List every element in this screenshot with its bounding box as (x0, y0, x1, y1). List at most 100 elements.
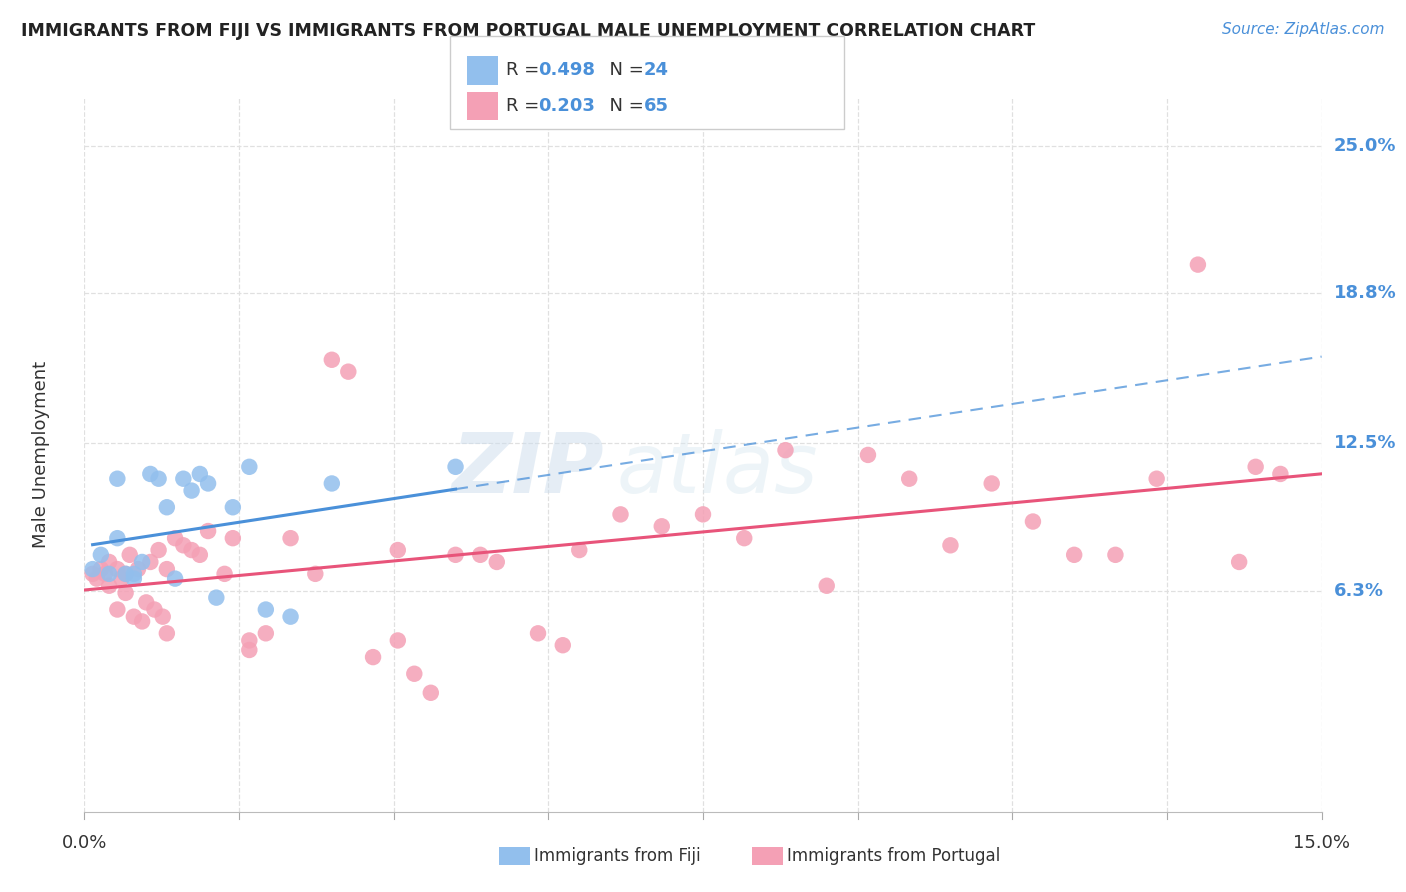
Point (980, 476, 1002, 491)
Point (197, 524, 219, 538)
Point (110, 572, 132, 586)
Point (551, 638, 574, 652)
Point (114, 566, 136, 581)
Point (180, 483, 202, 498)
Text: IMMIGRANTS FROM FIJI VS IMMIGRANTS FROM PORTUGAL MALE UNEMPLOYMENT CORRELATION C: IMMIGRANTS FROM FIJI VS IMMIGRANTS FROM … (21, 22, 1035, 40)
Point (485, 555, 508, 569)
Point (321, 476, 343, 491)
Point (139, 555, 162, 569)
Text: N =: N = (598, 61, 650, 78)
Point (127, 562, 149, 576)
Point (148, 472, 170, 486)
Point (775, 443, 797, 458)
Text: 12.5%: 12.5% (1334, 434, 1396, 452)
Point (165, 531, 187, 545)
Point (387, 543, 409, 558)
Point (1022, 515, 1045, 529)
Point (122, 566, 145, 581)
Point (118, 548, 141, 562)
Point (114, 566, 136, 581)
Point (609, 508, 631, 522)
Point (143, 602, 166, 616)
Point (156, 562, 179, 576)
Text: Source: ZipAtlas.com: Source: ZipAtlas.com (1222, 22, 1385, 37)
Point (692, 508, 714, 522)
Text: R =: R = (506, 61, 546, 78)
Point (98, 555, 121, 569)
Point (304, 566, 326, 581)
Point (98, 579, 121, 593)
Point (1146, 472, 1168, 486)
Point (131, 615, 153, 629)
Point (122, 609, 145, 624)
Text: ZIP: ZIP (451, 429, 605, 509)
Point (856, 448, 879, 462)
Point (105, 531, 128, 545)
Point (214, 566, 236, 581)
Point (90, 562, 112, 576)
Point (1187, 258, 1209, 272)
Point (90, 548, 112, 562)
Point (156, 500, 179, 515)
Text: N =: N = (598, 97, 650, 115)
Text: 6.3%: 6.3% (1334, 582, 1384, 599)
Point (180, 543, 202, 558)
Point (470, 548, 492, 562)
Point (172, 472, 194, 486)
Point (205, 591, 228, 605)
Point (238, 643, 260, 657)
Text: atlas: atlas (616, 429, 818, 509)
Point (94, 566, 117, 581)
Point (444, 459, 467, 474)
Text: 18.8%: 18.8% (1334, 285, 1396, 302)
Point (568, 543, 591, 558)
Point (444, 548, 467, 562)
Point (148, 543, 170, 558)
Text: 15.0%: 15.0% (1294, 834, 1350, 852)
Point (404, 666, 426, 681)
Text: R =: R = (506, 97, 546, 115)
Point (361, 650, 384, 665)
Point (114, 586, 136, 600)
Text: 24: 24 (644, 61, 669, 78)
Text: Immigrants from Fiji: Immigrants from Fiji (534, 847, 702, 865)
Point (222, 500, 245, 515)
Point (135, 595, 157, 609)
Point (733, 531, 755, 545)
Text: Immigrants from Portugal: Immigrants from Portugal (787, 847, 1001, 865)
Point (254, 626, 277, 640)
Point (131, 555, 153, 569)
Text: 25.0%: 25.0% (1334, 136, 1396, 154)
Point (82, 566, 104, 581)
Point (165, 572, 187, 586)
Text: 0.0%: 0.0% (62, 834, 107, 852)
Point (86, 572, 108, 586)
Point (419, 686, 441, 700)
Point (651, 519, 673, 533)
Point (222, 531, 245, 545)
Point (898, 472, 921, 486)
Point (1270, 467, 1292, 481)
Point (238, 459, 260, 474)
Point (105, 602, 128, 616)
Point (387, 633, 409, 648)
Point (280, 531, 302, 545)
Point (321, 352, 343, 367)
Point (254, 602, 277, 616)
Point (197, 476, 219, 491)
Point (122, 572, 145, 586)
Point (188, 467, 211, 481)
Point (337, 365, 360, 379)
Point (156, 626, 179, 640)
Point (105, 472, 128, 486)
Point (188, 548, 211, 562)
Text: 0.498: 0.498 (538, 61, 596, 78)
Point (527, 626, 550, 640)
Point (139, 467, 162, 481)
Point (1244, 459, 1267, 474)
Point (1104, 548, 1126, 562)
Point (815, 579, 838, 593)
Point (1063, 548, 1085, 562)
Point (98, 566, 121, 581)
Point (1227, 555, 1250, 569)
